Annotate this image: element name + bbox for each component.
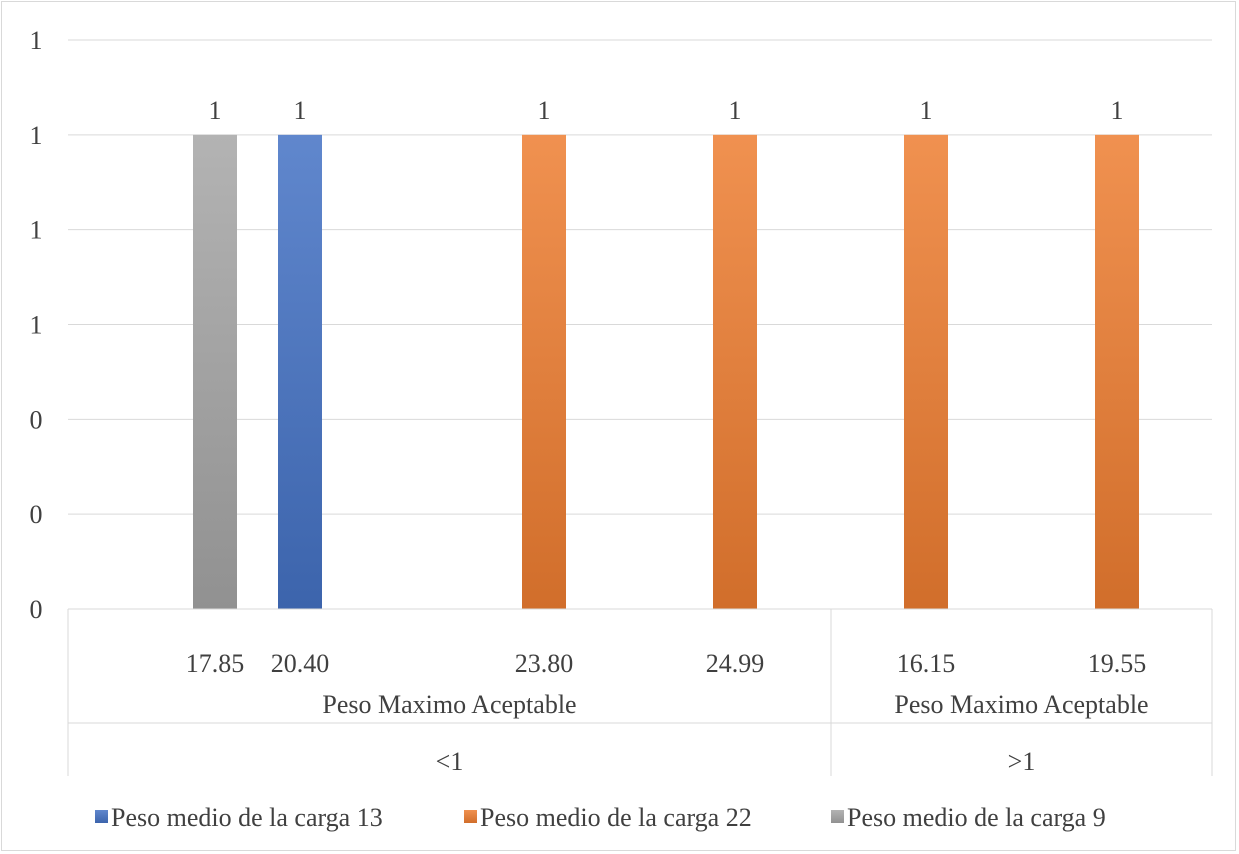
legend-item: Peso medio de la carga 22 [464,803,752,832]
legend-swatch [464,810,477,823]
legend-label: Peso medio de la carga 13 [111,803,383,832]
x-group-label: Peso Maximo Aceptable [894,690,1148,719]
bar [1095,134,1139,610]
y-tick-label: 1 [30,121,43,150]
legend-swatch [831,810,844,823]
data-label: 1 [538,96,551,125]
data-label: 1 [920,96,933,125]
y-tick-label: 1 [30,216,43,245]
bar [522,134,566,610]
bar [904,134,948,610]
x-tick-label: 20.40 [271,649,330,678]
x-tick-label: 24.99 [706,649,765,678]
data-label: 1 [294,96,307,125]
y-tick-label: 0 [30,500,43,529]
x-parent-group-label: >1 [1008,747,1036,776]
bar [278,134,322,610]
x-tick-label: 23.80 [515,649,574,678]
data-label: 1 [729,96,742,125]
y-axis-tick-labels: 0 0 0 1 1 1 1 [30,26,43,624]
x-tick-label: 17.85 [186,649,245,678]
y-tick-label: 1 [30,26,43,55]
gridlines [68,39,1212,515]
y-tick-label: 1 [30,311,43,340]
x-parent-group-label: <1 [436,747,464,776]
y-tick-label: 0 [30,595,43,624]
legend: Peso medio de la carga 13 Peso medio de l… [95,803,1106,832]
legend-label: Peso medio de la carga 9 [847,803,1106,832]
bars [193,134,1139,610]
x-tick-label: 16.15 [897,649,956,678]
data-labels: 1 1 1 1 1 1 [209,96,1124,125]
legend-label: Peso medio de la carga 22 [480,803,752,832]
legend-item: Peso medio de la carga 13 [95,803,383,832]
bar [193,134,237,610]
legend-swatch [95,810,108,823]
y-tick-label: 0 [30,405,43,434]
data-label: 1 [1111,96,1124,125]
x-axis: 17.85 20.40 23.80 24.99 16.15 19.55 Peso Maxim… [67,608,1213,776]
legend-item: Peso medio de la carga 9 [831,803,1106,832]
data-label: 1 [209,96,222,125]
x-tick-label: 19.55 [1088,649,1147,678]
x-group-label: Peso Maximo Aceptable [322,690,576,719]
bar [713,134,757,610]
